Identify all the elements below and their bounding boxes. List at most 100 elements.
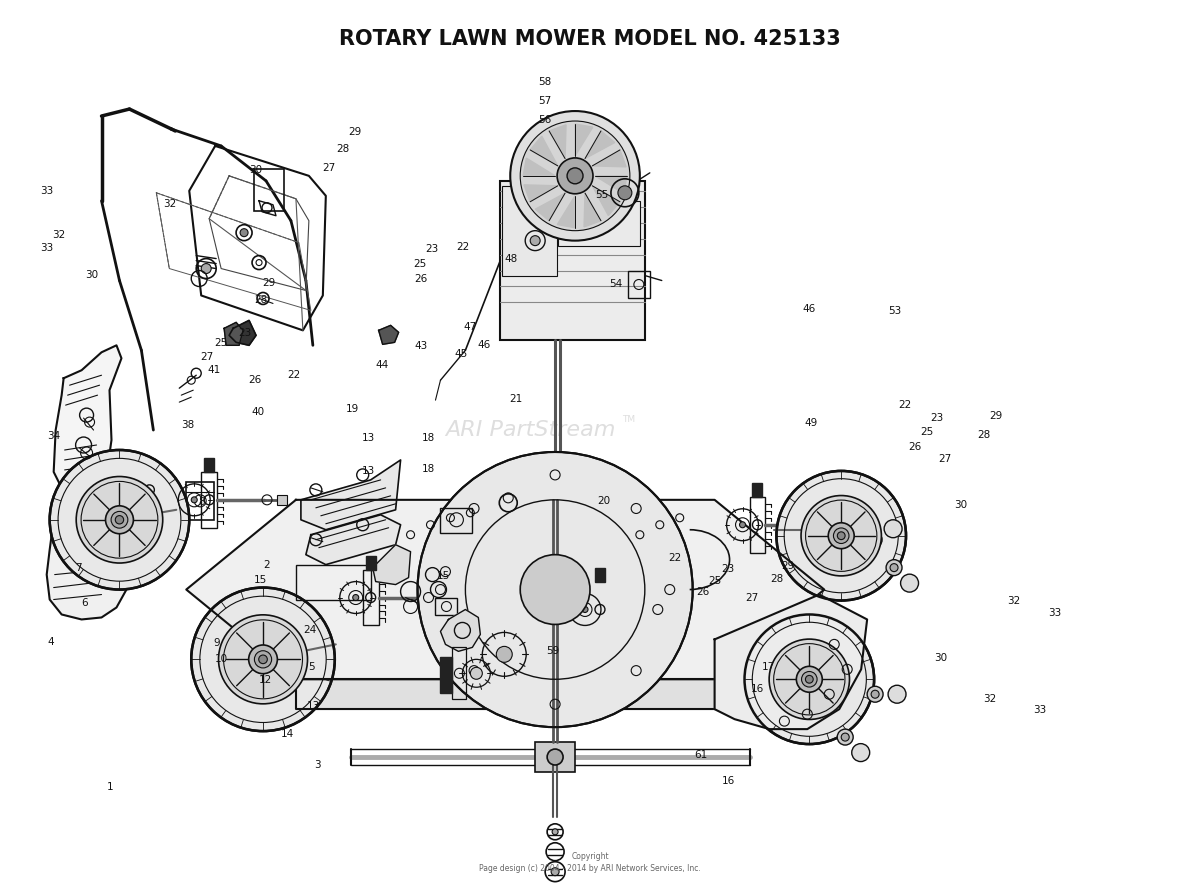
Text: 30: 30 xyxy=(935,654,948,663)
Text: 33: 33 xyxy=(1048,608,1061,618)
Circle shape xyxy=(582,606,588,613)
Bar xyxy=(592,581,608,638)
Text: 40: 40 xyxy=(251,407,264,417)
Bar xyxy=(503,186,557,276)
Circle shape xyxy=(497,647,512,663)
Bar xyxy=(440,508,472,533)
Circle shape xyxy=(105,505,133,534)
Text: 24: 24 xyxy=(303,625,316,635)
Text: 7: 7 xyxy=(76,563,81,573)
Circle shape xyxy=(801,496,881,576)
Text: 3: 3 xyxy=(314,760,321,770)
Circle shape xyxy=(806,675,813,683)
Circle shape xyxy=(801,672,817,687)
Text: 26: 26 xyxy=(248,375,262,385)
Text: TM: TM xyxy=(622,415,635,424)
Bar xyxy=(825,520,835,530)
Circle shape xyxy=(520,555,590,624)
Text: 33: 33 xyxy=(1032,705,1045,715)
Polygon shape xyxy=(440,610,480,651)
Polygon shape xyxy=(557,196,575,228)
Polygon shape xyxy=(584,193,601,227)
Polygon shape xyxy=(296,680,715,709)
Circle shape xyxy=(418,452,693,727)
Polygon shape xyxy=(306,514,400,564)
Text: 27: 27 xyxy=(938,454,952,464)
Text: 33: 33 xyxy=(40,243,53,253)
Bar xyxy=(254,169,284,211)
Text: 33: 33 xyxy=(40,186,53,196)
Text: 2: 2 xyxy=(263,560,270,570)
Circle shape xyxy=(353,595,359,600)
Polygon shape xyxy=(549,125,566,159)
Circle shape xyxy=(471,667,483,680)
Text: 28: 28 xyxy=(977,430,991,440)
Polygon shape xyxy=(440,657,452,693)
Circle shape xyxy=(191,588,335,731)
Text: 29: 29 xyxy=(989,412,1003,421)
Text: 6: 6 xyxy=(81,598,87,608)
Circle shape xyxy=(886,560,902,576)
Bar xyxy=(186,482,215,520)
Text: 38: 38 xyxy=(181,420,195,430)
Text: 34: 34 xyxy=(47,430,60,441)
Text: 44: 44 xyxy=(375,361,388,371)
Text: 9: 9 xyxy=(214,638,221,648)
Text: 8: 8 xyxy=(198,497,205,506)
Circle shape xyxy=(776,471,906,600)
Text: 46: 46 xyxy=(478,340,491,350)
Bar xyxy=(500,180,644,340)
Text: 23: 23 xyxy=(426,244,439,254)
Bar xyxy=(277,495,287,505)
Text: 16: 16 xyxy=(722,776,735,786)
Text: 26: 26 xyxy=(696,588,709,597)
Polygon shape xyxy=(366,555,375,570)
Text: 21: 21 xyxy=(510,395,523,405)
Text: 19: 19 xyxy=(346,405,359,414)
Bar xyxy=(452,647,466,699)
Text: 29: 29 xyxy=(262,278,275,288)
Text: 28: 28 xyxy=(771,574,784,584)
Circle shape xyxy=(510,111,640,240)
Circle shape xyxy=(240,229,248,237)
Bar xyxy=(536,742,575,772)
Circle shape xyxy=(740,522,746,528)
Text: 56: 56 xyxy=(539,115,552,125)
Circle shape xyxy=(249,645,277,673)
Circle shape xyxy=(841,733,850,741)
Polygon shape xyxy=(224,322,243,346)
Circle shape xyxy=(618,186,631,200)
Circle shape xyxy=(884,520,902,538)
Polygon shape xyxy=(379,325,399,345)
Text: 58: 58 xyxy=(539,78,552,88)
Circle shape xyxy=(552,829,558,835)
Polygon shape xyxy=(524,185,558,202)
Bar xyxy=(628,271,650,298)
Text: 16: 16 xyxy=(750,684,763,694)
Text: 32: 32 xyxy=(52,230,65,239)
Text: 29: 29 xyxy=(348,127,361,138)
Circle shape xyxy=(530,236,540,246)
Bar xyxy=(296,564,371,599)
Text: 47: 47 xyxy=(464,322,477,332)
Text: 26: 26 xyxy=(414,274,427,284)
Text: 10: 10 xyxy=(215,655,229,664)
Circle shape xyxy=(548,749,563,765)
Text: 22: 22 xyxy=(899,400,912,410)
Bar xyxy=(202,472,217,528)
Text: 61: 61 xyxy=(694,750,707,761)
Text: 48: 48 xyxy=(505,254,518,263)
Text: 23: 23 xyxy=(238,328,253,338)
Text: 27: 27 xyxy=(746,593,759,603)
Text: 57: 57 xyxy=(539,96,552,106)
Text: 13: 13 xyxy=(362,432,375,443)
Text: 22: 22 xyxy=(287,371,300,380)
Text: 32: 32 xyxy=(163,199,177,209)
Text: 17: 17 xyxy=(762,663,775,672)
Circle shape xyxy=(568,168,583,184)
Text: ARI PartStream: ARI PartStream xyxy=(445,420,616,440)
Text: 43: 43 xyxy=(414,341,427,351)
Polygon shape xyxy=(53,346,122,492)
Bar xyxy=(362,570,379,625)
Text: 41: 41 xyxy=(206,365,221,375)
